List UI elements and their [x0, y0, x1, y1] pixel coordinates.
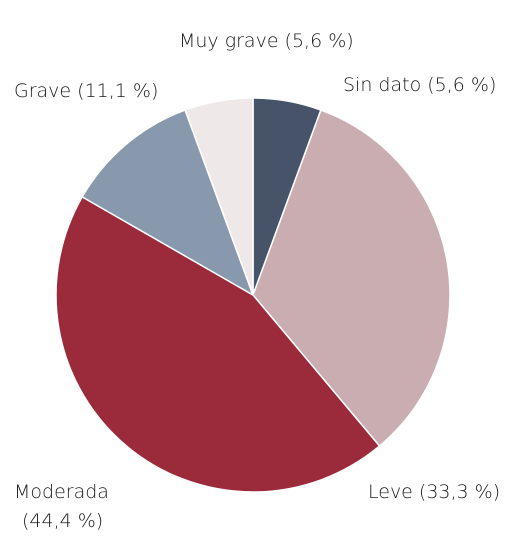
- pie-slices: [55, 97, 451, 493]
- pie-slice-muy-grave: [184, 97, 254, 296]
- label-grave: Grave (11,1 %): [14, 80, 158, 102]
- label-moderada-line1: Moderada: [14, 481, 109, 503]
- label-sin-dato: Sin dato (5,6 %): [343, 74, 496, 96]
- pie-slice-moderada: [55, 195, 381, 493]
- pie-slice-grave: [81, 109, 255, 297]
- label-leve: Leve (33,3 %): [368, 481, 500, 503]
- label-muy-grave: Muy grave (5,6 %): [179, 30, 354, 52]
- label-moderada-line2: (44,4 %): [22, 510, 103, 532]
- pie-slice-leve: [252, 109, 451, 448]
